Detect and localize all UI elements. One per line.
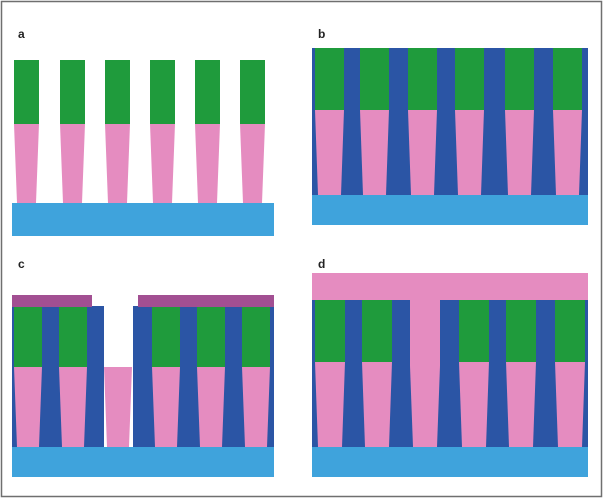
gate-bottom-block [240, 124, 265, 203]
spacer-fill [312, 48, 588, 195]
gate-bottom-block [105, 124, 130, 203]
gate-bottom-block [195, 124, 220, 203]
gate-top-block [506, 300, 536, 362]
gate-top-block [197, 307, 225, 367]
panel-d-label: d [318, 257, 325, 271]
gate-bottom-block [150, 124, 175, 203]
gate-top-block [195, 60, 220, 124]
panel-a-label: a [18, 27, 25, 41]
gate-bottom-block [315, 110, 344, 195]
panel-c-label: c [18, 257, 25, 271]
gate-top-block [455, 48, 484, 110]
gate-bottom-block [408, 110, 437, 195]
gate-top-block [553, 48, 582, 110]
substrate-layer [12, 203, 274, 236]
gate-top-block [152, 307, 180, 367]
gate-top-block [242, 307, 270, 367]
gate-top-block [315, 300, 345, 362]
panel-d [312, 273, 588, 477]
gate-top-block [459, 300, 489, 362]
fill-layer-top [312, 273, 588, 300]
panel-b-label: b [318, 27, 325, 41]
gate-bottom-block [242, 367, 270, 447]
gate-bottom-block [506, 362, 536, 447]
gate-top-block [105, 60, 130, 124]
gate-top-block [360, 48, 389, 110]
gate-bottom-block [555, 362, 585, 447]
gate-bottom-block [59, 367, 87, 447]
gate-top-block [362, 300, 392, 362]
gate-top-block [408, 48, 437, 110]
gate-bottom-block [315, 362, 345, 447]
gate-top-block [150, 60, 175, 124]
gate-bottom-block-filled [410, 366, 440, 447]
mask-layer [138, 295, 274, 307]
gate-bottom-block [197, 367, 225, 447]
gate-top-block [240, 60, 265, 124]
gate-bottom-block [455, 110, 484, 195]
fill-plug [410, 300, 440, 366]
gate-bottom-block [553, 110, 582, 195]
gate-bottom-block [505, 110, 534, 195]
panel-b [312, 48, 588, 225]
gate-bottom-block [14, 124, 39, 203]
gate-bottom-block [362, 362, 392, 447]
panel-a [12, 60, 274, 236]
gate-top-block [505, 48, 534, 110]
gate-bottom-block-exposed [104, 367, 132, 447]
substrate-layer [312, 447, 588, 477]
gate-top-block [14, 307, 42, 367]
gate-top-block [59, 307, 87, 367]
mask-layer [12, 295, 92, 307]
substrate-layer [312, 195, 588, 225]
gate-top-block [60, 60, 85, 124]
substrate-layer [12, 447, 274, 477]
gate-top-block [315, 48, 344, 110]
gate-top-block [555, 300, 585, 362]
gate-bottom-block [14, 367, 42, 447]
gate-bottom-block [152, 367, 180, 447]
gate-top-block [14, 60, 39, 124]
gate-bottom-block [60, 124, 85, 203]
gate-bottom-block [459, 362, 489, 447]
panel-c [12, 295, 274, 477]
gate-bottom-block [360, 110, 389, 195]
spacer-fill [312, 300, 588, 447]
